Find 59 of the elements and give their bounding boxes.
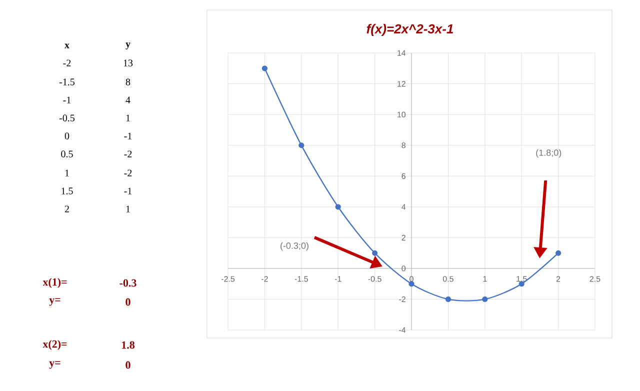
text: 0.5 xyxy=(61,150,73,158)
point xyxy=(298,142,304,148)
text: -1 xyxy=(63,96,71,104)
text: -2 xyxy=(124,150,132,158)
text: 0 xyxy=(126,361,130,369)
y-tick-label: 8 xyxy=(402,142,406,148)
y-tick-label: 2 xyxy=(402,234,406,240)
point xyxy=(445,296,452,302)
text: 1.5 xyxy=(62,188,73,194)
annotation: (1.8;0) xyxy=(536,149,562,158)
chart-title: f(x)=2x^2-3x-1 xyxy=(366,24,454,36)
point xyxy=(372,250,378,256)
x-tick-label: 0.5 xyxy=(442,276,454,282)
x-tick-label: -2.5 xyxy=(221,276,235,282)
text: y xyxy=(126,42,130,50)
x-tick-label: -2 xyxy=(262,276,268,282)
y-tick-label: 4 xyxy=(402,204,406,210)
text: -2 xyxy=(124,170,132,176)
x-tick-label: -0.5 xyxy=(368,276,382,282)
point xyxy=(556,250,562,256)
y-tick-label: 12 xyxy=(398,80,406,87)
text: 0 xyxy=(64,132,70,140)
x-tick-label: 2.5 xyxy=(590,276,600,282)
text: 0 xyxy=(126,298,130,306)
x-tick-label: 0 xyxy=(410,276,414,282)
y-tick-label: 10 xyxy=(398,112,406,118)
text: x(2)= xyxy=(42,340,67,350)
text: y= xyxy=(49,298,60,306)
x-tick-label: -1 xyxy=(334,276,342,282)
text: -1.5 xyxy=(59,78,75,86)
text: 2 xyxy=(64,206,69,212)
text: 1 xyxy=(126,206,130,212)
text: x(1)= xyxy=(42,278,67,288)
text: -1 xyxy=(124,188,132,194)
text: -0.5 xyxy=(59,114,75,122)
y-tick-label: 14 xyxy=(398,50,406,56)
x-tick-label: -1.5 xyxy=(294,276,308,282)
point xyxy=(482,296,488,302)
annotation: (-0.3;0) xyxy=(280,242,308,251)
y-tick-label: 6 xyxy=(402,173,406,179)
text: 13 xyxy=(124,60,133,66)
text: x xyxy=(64,44,70,48)
y-tick-label: -2 xyxy=(399,296,406,302)
point xyxy=(408,281,414,287)
x-tick-label: 1 xyxy=(483,276,487,282)
text: -0.3 xyxy=(120,279,136,287)
text: 1.8 xyxy=(122,341,135,349)
text: 8 xyxy=(126,78,130,86)
text: 4 xyxy=(126,96,130,104)
x-tick-label: 2 xyxy=(556,276,560,282)
text: 1 xyxy=(126,114,130,122)
y-tick-label: 0 xyxy=(402,266,406,272)
text: 1 xyxy=(65,170,69,176)
text: -2 xyxy=(63,60,71,66)
text: -1 xyxy=(124,132,132,140)
text: y= xyxy=(49,361,60,369)
point xyxy=(262,66,268,72)
point xyxy=(335,204,341,210)
y-tick-label: -4 xyxy=(399,327,406,333)
